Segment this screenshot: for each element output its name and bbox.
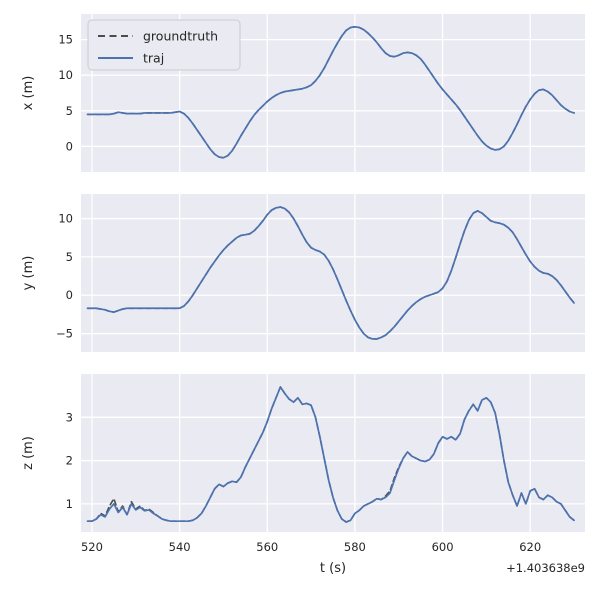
y-tick-label: −5 (56, 327, 73, 341)
x-tick-label: 560 (256, 540, 278, 554)
x-tick-label: 580 (344, 540, 366, 554)
y-axis-label: x (m) (21, 76, 36, 111)
y-tick-label: 15 (58, 33, 73, 47)
x-tick-label: 600 (432, 540, 454, 554)
legend-label-traj: traj (143, 51, 164, 66)
y-tick-label: 5 (66, 250, 73, 264)
y-tick-label: 5 (66, 104, 73, 118)
y-tick-label: 10 (58, 68, 73, 82)
y-tick-label: 0 (66, 139, 73, 153)
x-tick-label: 620 (519, 540, 541, 554)
y-tick-label: 3 (66, 410, 73, 424)
legend-label-groundtruth: groundtruth (143, 29, 218, 44)
x-axis-offset-text: +1.403638e9 (506, 561, 585, 575)
series-line-traj (86, 386, 575, 523)
x-axis-label: t (s) (320, 561, 346, 576)
subplot-x-position: 0 5 10 15 x (m) groundtruth traj (21, 14, 585, 172)
y-axis-label: z (m) (21, 436, 36, 470)
subplot-y-position: −5 0 5 10 y (m) (21, 194, 585, 352)
panel-background (81, 194, 585, 352)
y-tick-label: 0 (66, 288, 73, 302)
subplot-z-position: 1 2 3 z (m) 520 540 560 580 600 620 t (s) +1.403638… (21, 374, 585, 576)
y-tick-label: 10 (58, 212, 73, 226)
x-tick-label: 520 (81, 540, 103, 554)
x-tick-label: 540 (169, 540, 191, 554)
legend: groundtruth traj (87, 19, 241, 71)
y-tick-label: 2 (66, 454, 73, 468)
panel-background (81, 374, 585, 532)
y-tick-label: 1 (66, 497, 73, 511)
series-line-traj (86, 206, 575, 340)
series-line-traj (86, 25, 575, 159)
y-axis-label: y (m) (21, 256, 36, 291)
